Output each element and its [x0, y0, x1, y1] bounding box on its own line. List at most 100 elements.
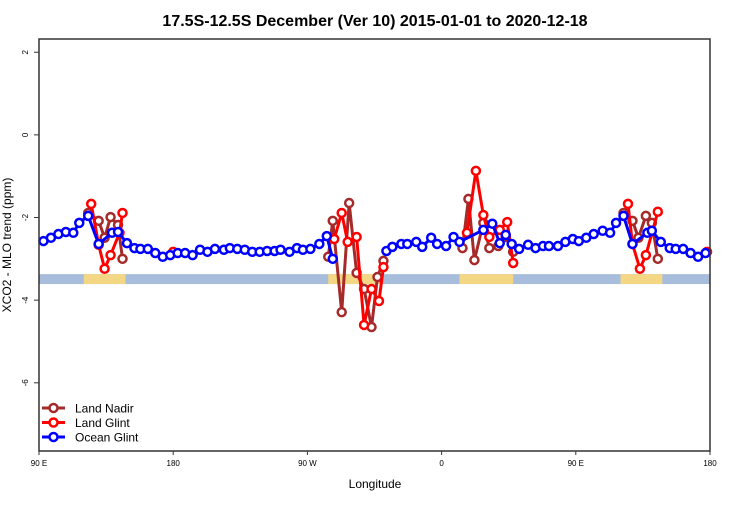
- data-point: [622, 198, 634, 210]
- data-point: [543, 240, 555, 252]
- y-axis-label: XCO2 - MLO trend (ppm): [0, 178, 14, 313]
- data-point: [500, 229, 511, 241]
- data-point: [336, 306, 347, 318]
- data-point: [501, 216, 513, 228]
- data-point: [358, 319, 370, 331]
- legend-label: Land Nadir: [75, 402, 134, 416]
- legend-item: Land Glint: [42, 416, 130, 430]
- data-point: [484, 231, 495, 243]
- data-point: [105, 211, 116, 223]
- data-point: [209, 243, 221, 255]
- data-point: [484, 242, 495, 254]
- x-tick-label: 90 W: [298, 459, 317, 468]
- data-point: [117, 253, 128, 265]
- data-point: [321, 230, 333, 242]
- legend-label: Ocean Glint: [75, 431, 139, 445]
- data-point: [640, 210, 652, 222]
- land-band: [328, 274, 379, 285]
- data-point: [652, 206, 664, 217]
- data-point: [655, 236, 667, 248]
- data-point: [336, 207, 347, 219]
- legend-label: Land Glint: [75, 416, 130, 430]
- data-point: [187, 249, 198, 261]
- x-tick-label: 90 E: [31, 459, 47, 468]
- series-ocean-glint: [38, 210, 711, 265]
- data-point: [677, 243, 689, 255]
- data-point: [343, 197, 355, 209]
- data-point: [121, 237, 133, 249]
- data-point: [366, 283, 377, 295]
- data-point: [305, 243, 316, 255]
- data-point: [117, 207, 128, 219]
- legend-marker: [48, 402, 59, 414]
- data-point: [513, 243, 525, 255]
- data-point: [142, 243, 154, 255]
- data-point: [506, 238, 517, 250]
- data-point: [431, 238, 443, 250]
- data-point: [416, 241, 428, 253]
- legend-item: Land Nadir: [42, 402, 134, 416]
- x-tick-label: 0: [439, 459, 444, 468]
- data-point: [618, 210, 629, 222]
- data-point: [627, 238, 638, 250]
- series-layer: [38, 165, 713, 333]
- data-point: [99, 263, 110, 275]
- y-tick-label: 0: [21, 132, 30, 137]
- y-axis: 2 0 -2 -4 -6: [21, 49, 39, 386]
- data-point: [327, 253, 338, 265]
- data-point: [82, 210, 94, 222]
- data-point: [552, 240, 564, 252]
- series-land-nadir: [82, 193, 664, 333]
- legend-marker: [48, 417, 59, 428]
- data-point: [342, 236, 353, 248]
- plot-frame: [38, 38, 711, 452]
- y-tick-label: -6: [21, 379, 30, 387]
- land-band: [83, 274, 126, 285]
- data-point: [478, 224, 489, 236]
- data-point: [387, 241, 398, 253]
- y-tick-label: 2: [21, 49, 30, 54]
- data-point: [351, 231, 362, 243]
- data-point: [378, 261, 389, 273]
- data-point: [454, 236, 465, 248]
- data-point: [634, 263, 646, 275]
- data-point: [112, 226, 124, 238]
- data-point: [610, 217, 622, 229]
- legend-item: Ocean Glint: [42, 431, 139, 445]
- data-point: [105, 249, 116, 261]
- data-point: [646, 225, 658, 236]
- data-point: [478, 209, 489, 221]
- y-tick-label: -2: [21, 213, 30, 221]
- data-point: [68, 227, 79, 239]
- data-point: [93, 238, 104, 250]
- data-point: [440, 240, 452, 252]
- x-tick-label: 180: [703, 459, 717, 468]
- data-point: [402, 238, 413, 250]
- data-point: [640, 249, 652, 261]
- data-point: [74, 217, 85, 229]
- chart-title: 17.5S-12.5S December (Ver 10) 2015-01-01…: [162, 13, 587, 30]
- x-axis-label: Longitude: [349, 477, 402, 491]
- data-point: [494, 237, 506, 249]
- data-point: [652, 253, 664, 265]
- data-point: [425, 232, 437, 244]
- x-tick-label: 90 E: [568, 459, 584, 468]
- legend-marker: [48, 431, 59, 443]
- data-point: [604, 227, 616, 239]
- land-band: [620, 274, 663, 285]
- y-tick-label: -4: [21, 296, 30, 304]
- data-point: [275, 244, 286, 256]
- data-point: [469, 254, 480, 266]
- data-point: [700, 247, 711, 259]
- data-point: [314, 238, 325, 250]
- data-point: [487, 218, 498, 229]
- data-point: [85, 198, 97, 210]
- x-tick-label: 180: [167, 459, 181, 468]
- x-axis: 90 E 180 90 W 0 90 E 180: [31, 451, 717, 468]
- data-point: [588, 228, 599, 240]
- land-band: [459, 274, 514, 285]
- data-point: [373, 295, 385, 307]
